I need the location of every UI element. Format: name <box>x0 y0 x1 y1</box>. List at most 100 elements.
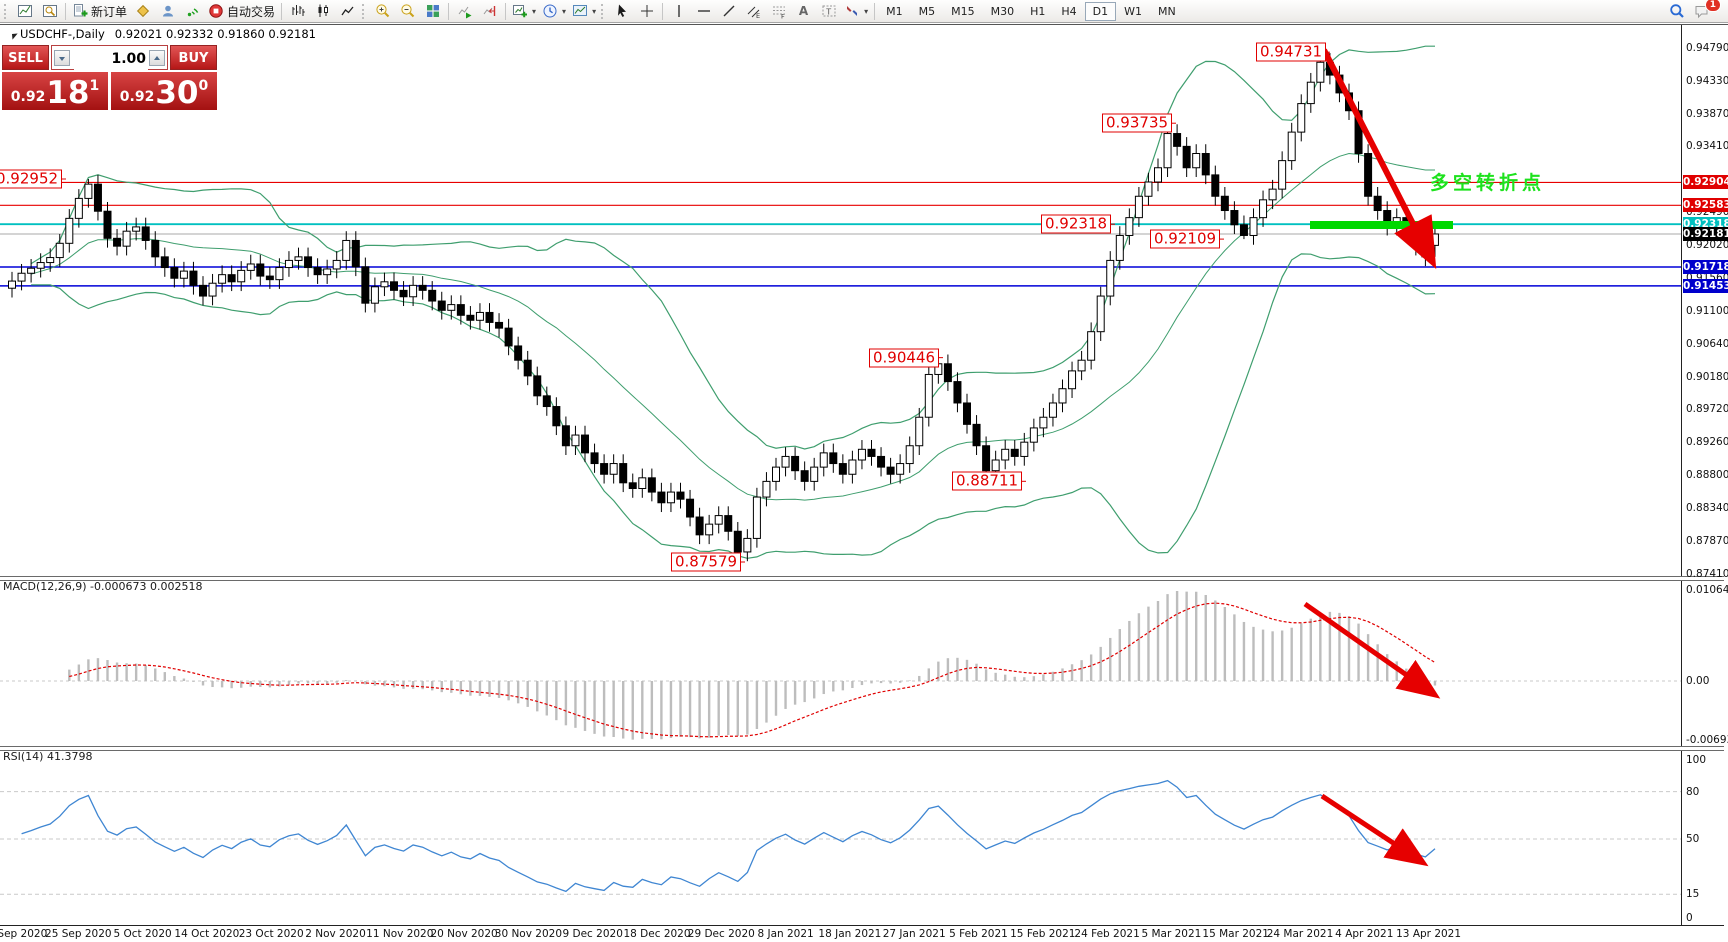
new-chart-icon <box>512 3 528 19</box>
line-chart-icon[interactable] <box>336 2 359 21</box>
price-axis-line <box>1681 25 1682 925</box>
date-label: 5 Oct 2020 <box>113 928 172 940</box>
buy-price[interactable]: 0.92 30 0 <box>111 72 217 110</box>
price-axis-tick: 0.93870 <box>1686 107 1728 120</box>
vertical-line-icon <box>671 3 687 19</box>
dropdown-caret-icon: ▾ <box>532 6 537 16</box>
timeframe-m5[interactable]: M5 <box>918 4 936 18</box>
price-axis-tick: 0.93410 <box>1686 140 1728 153</box>
price-callout[interactable]: 0.92318 <box>1041 214 1112 234</box>
macd-label: MACD(12,26,9) -0.000673 0.002518 <box>3 580 203 593</box>
price-callout[interactable]: 0.94731 <box>1256 42 1327 62</box>
price-axis-badge: 0.92583 <box>1683 198 1728 213</box>
date-label: 9 Dec 2020 <box>562 928 623 940</box>
equidistant-channel-icon: E <box>746 3 762 19</box>
autotrading-button-label: 自动交易 <box>227 4 276 19</box>
timeframe-h4[interactable]: H4 <box>1061 4 1077 18</box>
fibonacci-icon: F <box>771 3 787 19</box>
timeframe-m30[interactable]: M30 <box>990 4 1015 18</box>
panel-separator-rsi[interactable] <box>0 746 1724 751</box>
buy-price-pipette: 0 <box>198 78 209 94</box>
candlestick-chart-icon[interactable] <box>311 2 334 21</box>
chart-shift-icon <box>482 3 498 19</box>
price-callout[interactable]: 0.87579 <box>671 552 742 572</box>
chart-title: USDCHF-,Daily 0.92021 0.92332 0.91860 0.9… <box>6 27 316 41</box>
horizontal-line-icon <box>696 3 712 19</box>
new-order-button[interactable]: 新订单 <box>70 2 129 21</box>
charts-window-icon[interactable] <box>13 2 36 21</box>
date-label: 5 Mar 2021 <box>1141 928 1202 940</box>
arrows-icon <box>844 3 860 19</box>
buy-price-main: 0.92 <box>119 89 155 105</box>
new-chart-icon[interactable]: ▾ <box>510 2 538 21</box>
date-label: 18 Dec 2020 <box>623 928 691 940</box>
auto-scroll-icon <box>457 3 473 19</box>
metaeditor-icon[interactable] <box>131 2 154 21</box>
trend-arrow <box>1320 793 1429 867</box>
timeframe-m15[interactable]: M15 <box>951 4 975 18</box>
templates-icon <box>572 3 588 19</box>
timeframe-mn[interactable]: MN <box>1158 4 1176 18</box>
price-callout[interactable]: 0.93735 <box>1102 113 1173 133</box>
rsi-axis-tick: 80 <box>1686 785 1700 798</box>
date-label: 5 Feb 2021 <box>949 928 1008 940</box>
volume-increase-button[interactable] <box>149 50 165 66</box>
date-label: 30 Nov 2020 <box>494 928 563 940</box>
arrows-icon[interactable]: ▾ <box>842 2 870 21</box>
dropdown-caret-icon: ▾ <box>562 6 567 16</box>
text-label-icon[interactable]: T <box>817 2 840 21</box>
turning-point-annotation[interactable]: 多空转折点 <box>1430 172 1546 194</box>
date-label: 4 Apr 2021 <box>1335 928 1394 940</box>
volume-decrease-button[interactable] <box>54 50 70 66</box>
vertical-line-icon[interactable] <box>667 2 690 21</box>
zoom-in-icon[interactable] <box>371 2 394 21</box>
buy-button[interactable]: BUY <box>170 45 217 70</box>
timeframe-w1[interactable]: W1 <box>1124 4 1142 18</box>
price-callout[interactable]: 0.92109 <box>1150 229 1221 249</box>
equidistant-channel-icon[interactable]: E <box>742 2 765 21</box>
timeframe-d1[interactable]: D1 <box>1084 1 1117 21</box>
notifications-icon[interactable]: 1 <box>1690 0 1721 21</box>
search-icon[interactable] <box>1665 2 1688 21</box>
chart-shift-icon[interactable] <box>478 2 501 21</box>
symbol-period-label: USDCHF-,Daily <box>20 27 105 41</box>
horizontal-line-icon[interactable] <box>692 2 715 21</box>
triangle-down-icon <box>59 56 65 64</box>
price-callout[interactable]: 0.90446 <box>869 348 940 368</box>
fibonacci-icon[interactable]: F <box>767 2 790 21</box>
cursor-icon[interactable] <box>610 2 633 21</box>
volume-input[interactable] <box>74 47 148 70</box>
oneclick-collapse-icon[interactable] <box>6 28 18 40</box>
signals-icon <box>185 3 201 19</box>
toolbar-grip <box>362 3 366 19</box>
trendline-icon[interactable] <box>717 2 740 21</box>
signals-icon[interactable] <box>181 2 204 21</box>
charts-window-icon <box>17 3 33 19</box>
date-label: 11 Nov 2020 <box>366 928 434 940</box>
date-label: 27 Jan 2021 <box>882 928 946 940</box>
templates-icon[interactable]: ▾ <box>570 2 598 21</box>
rsi-axis-tick: 50 <box>1686 833 1700 845</box>
date-label: 13 Apr 2021 <box>1396 928 1462 940</box>
bar-chart-icon[interactable] <box>286 2 309 21</box>
timeframe-h1[interactable]: H1 <box>1030 4 1046 18</box>
price-callout[interactable]: 0.92952 <box>0 169 63 189</box>
text-icon[interactable]: A <box>792 2 815 21</box>
periods-icon[interactable]: ▾ <box>540 2 568 21</box>
zoom-out-icon <box>400 3 416 19</box>
tile-windows-icon[interactable] <box>421 2 444 21</box>
svg-text:F: F <box>781 13 785 20</box>
toolbar-separator <box>448 2 450 20</box>
timeframe-m1[interactable]: M1 <box>886 4 903 18</box>
price-callout[interactable]: 0.88711 <box>952 471 1023 491</box>
mql5-community-icon[interactable] <box>156 2 179 21</box>
crosshair-icon[interactable] <box>635 2 658 21</box>
auto-scroll-icon[interactable] <box>453 2 476 21</box>
panel-separator-macd[interactable] <box>0 576 1724 581</box>
sell-button[interactable]: SELL <box>2 45 49 70</box>
autotrading-button[interactable]: 自动交易 <box>206 2 277 21</box>
sell-price[interactable]: 0.92 18 1 <box>2 72 108 110</box>
data-window-icon[interactable] <box>38 2 61 21</box>
zoom-out-icon[interactable] <box>396 2 419 21</box>
